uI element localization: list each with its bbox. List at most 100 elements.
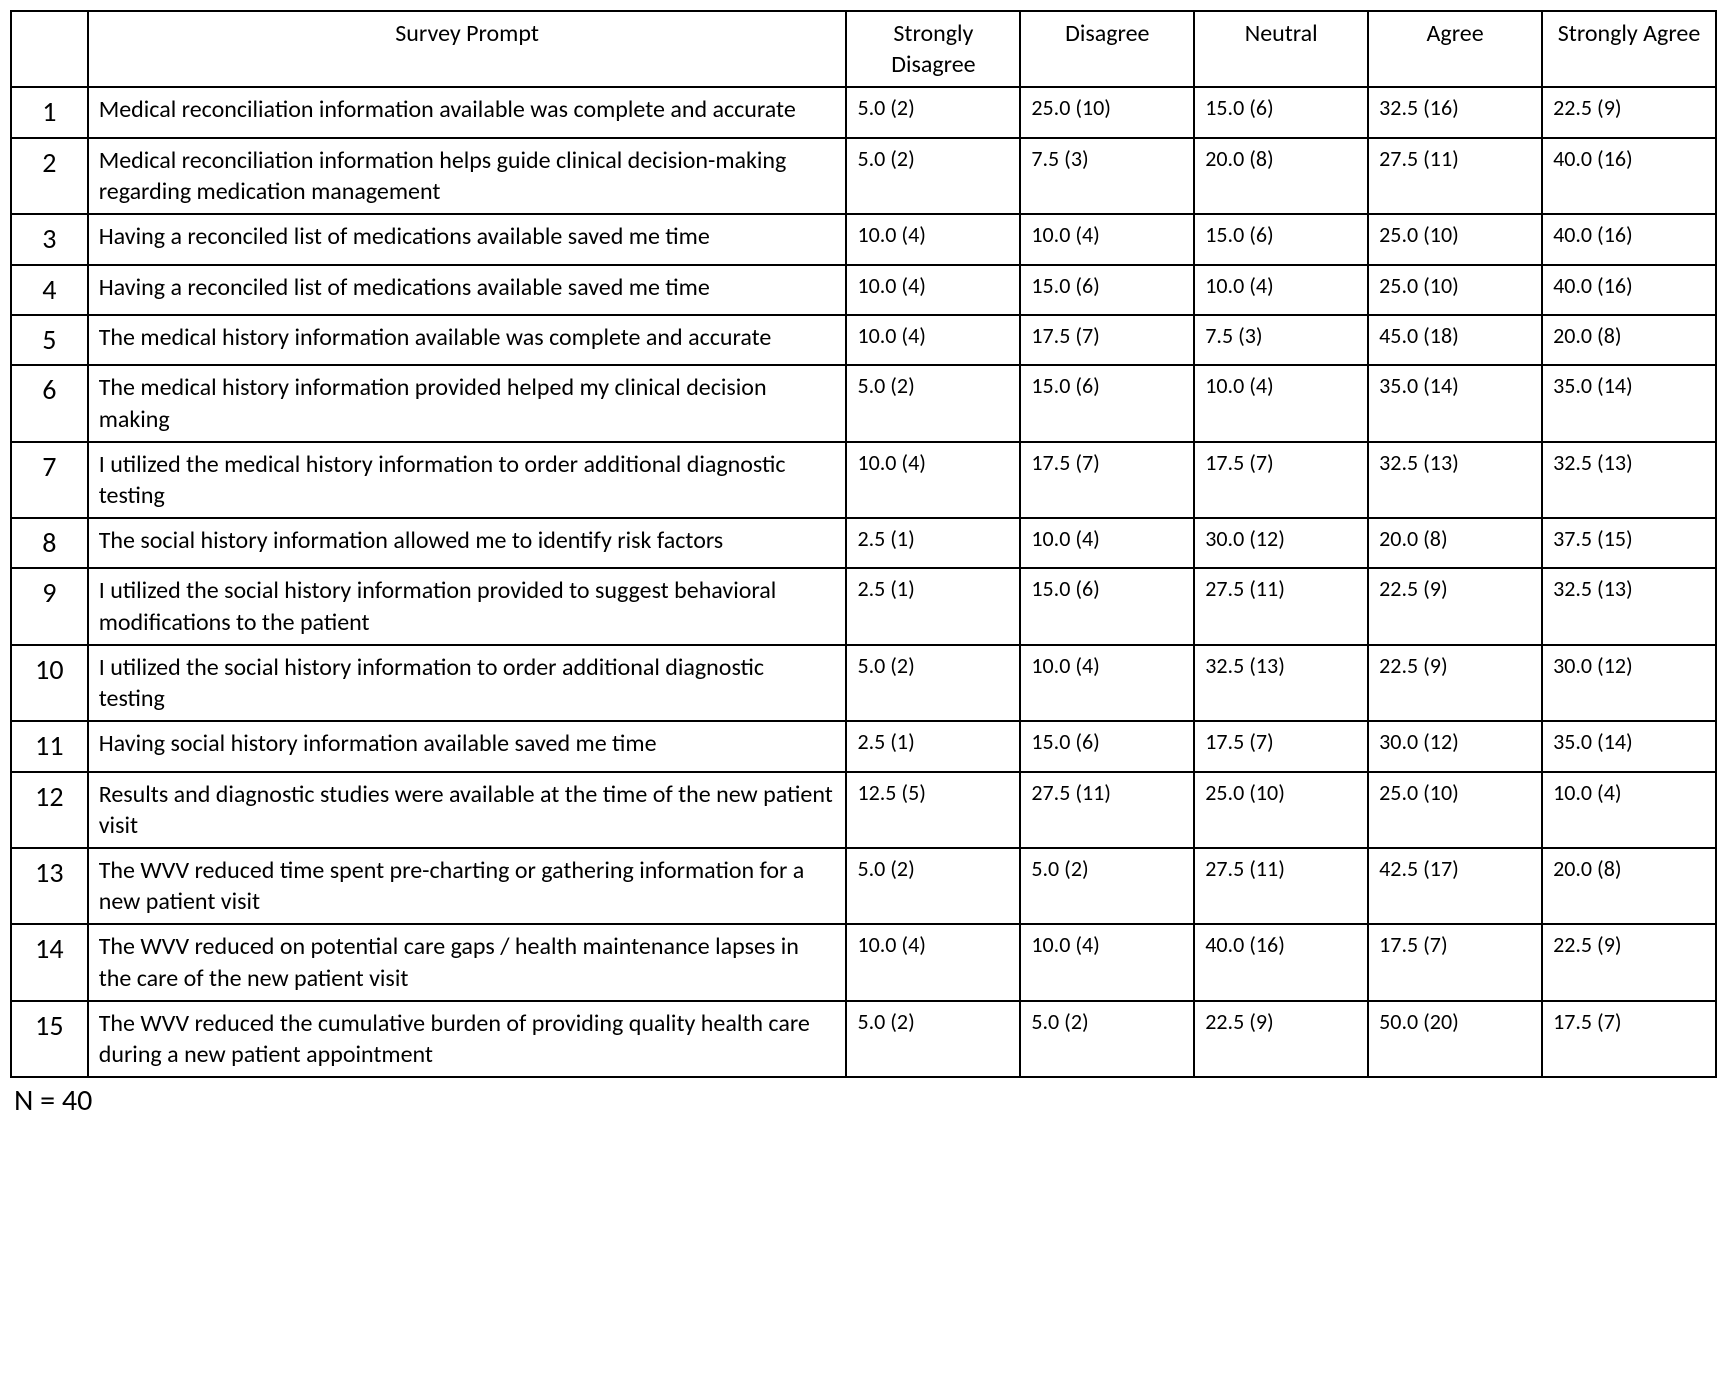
row-prompt: The WVV reduced time spent pre-charting …: [88, 848, 847, 924]
row-value: 32.5 (16): [1368, 87, 1542, 137]
table-row: 15The WVV reduced the cumulative burden …: [11, 1001, 1716, 1077]
col-header-strongly-disagree: Strongly Disagree: [846, 11, 1020, 87]
row-value: 20.0 (8): [1542, 848, 1716, 924]
row-value: 10.0 (4): [846, 214, 1020, 264]
row-value: 10.0 (4): [1020, 645, 1194, 721]
row-value: 20.0 (8): [1542, 315, 1716, 365]
table-row: 9I utilized the social history informati…: [11, 568, 1716, 644]
row-value: 5.0 (2): [846, 87, 1020, 137]
row-value: 12.5 (5): [846, 772, 1020, 848]
row-value: 5.0 (2): [846, 365, 1020, 441]
row-value: 32.5 (13): [1542, 442, 1716, 518]
table-row: 4Having a reconciled list of medications…: [11, 265, 1716, 315]
row-prompt: The medical history information provided…: [88, 365, 847, 441]
col-header-strongly-agree: Strongly Agree: [1542, 11, 1716, 87]
row-value: 30.0 (12): [1194, 518, 1368, 568]
row-value: 35.0 (14): [1368, 365, 1542, 441]
row-value: 2.5 (1): [846, 518, 1020, 568]
table-row: 6The medical history information provide…: [11, 365, 1716, 441]
col-header-agree: Agree: [1368, 11, 1542, 87]
row-value: 42.5 (17): [1368, 848, 1542, 924]
row-value: 30.0 (12): [1368, 721, 1542, 771]
row-value: 5.0 (2): [846, 138, 1020, 214]
row-value: 22.5 (9): [1368, 568, 1542, 644]
row-number: 14: [11, 924, 88, 1000]
row-value: 10.0 (4): [1020, 518, 1194, 568]
row-value: 7.5 (3): [1020, 138, 1194, 214]
row-prompt: The medical history information availabl…: [88, 315, 847, 365]
row-value: 5.0 (2): [1020, 1001, 1194, 1077]
table-row: 12Results and diagnostic studies were av…: [11, 772, 1716, 848]
row-value: 17.5 (7): [1020, 442, 1194, 518]
row-value: 27.5 (11): [1020, 772, 1194, 848]
row-prompt: Having social history information availa…: [88, 721, 847, 771]
row-number: 11: [11, 721, 88, 771]
row-value: 40.0 (16): [1194, 924, 1368, 1000]
row-prompt: I utilized the social history informatio…: [88, 568, 847, 644]
row-value: 15.0 (6): [1020, 365, 1194, 441]
row-value: 32.5 (13): [1368, 442, 1542, 518]
row-value: 2.5 (1): [846, 568, 1020, 644]
table-row: 1Medical reconciliation information avai…: [11, 87, 1716, 137]
row-prompt: Medical reconciliation information avail…: [88, 87, 847, 137]
row-number: 12: [11, 772, 88, 848]
row-prompt: Having a reconciled list of medications …: [88, 214, 847, 264]
row-number: 13: [11, 848, 88, 924]
row-value: 27.5 (11): [1368, 138, 1542, 214]
row-number: 5: [11, 315, 88, 365]
row-number: 6: [11, 365, 88, 441]
table-row: 7I utilized the medical history informat…: [11, 442, 1716, 518]
row-value: 27.5 (11): [1194, 568, 1368, 644]
row-value: 10.0 (4): [846, 265, 1020, 315]
row-value: 22.5 (9): [1368, 645, 1542, 721]
row-value: 25.0 (10): [1368, 772, 1542, 848]
row-value: 30.0 (12): [1542, 645, 1716, 721]
row-prompt: Having a reconciled list of medications …: [88, 265, 847, 315]
table-row: 14The WVV reduced on potential care gaps…: [11, 924, 1716, 1000]
table-row: 3Having a reconciled list of medications…: [11, 214, 1716, 264]
row-value: 25.0 (10): [1020, 87, 1194, 137]
row-value: 40.0 (16): [1542, 138, 1716, 214]
row-value: 17.5 (7): [1368, 924, 1542, 1000]
row-value: 27.5 (11): [1194, 848, 1368, 924]
row-number: 10: [11, 645, 88, 721]
row-number: 7: [11, 442, 88, 518]
row-value: 37.5 (15): [1542, 518, 1716, 568]
row-value: 17.5 (7): [1542, 1001, 1716, 1077]
col-header-prompt: Survey Prompt: [88, 11, 847, 87]
table-row: 5The medical history information availab…: [11, 315, 1716, 365]
row-number: 8: [11, 518, 88, 568]
row-value: 22.5 (9): [1542, 924, 1716, 1000]
row-value: 17.5 (7): [1194, 721, 1368, 771]
row-prompt: The WVV reduced on potential care gaps /…: [88, 924, 847, 1000]
col-header-num: [11, 11, 88, 87]
row-prompt: The social history information allowed m…: [88, 518, 847, 568]
row-value: 5.0 (2): [1020, 848, 1194, 924]
row-value: 10.0 (4): [1194, 365, 1368, 441]
table-row: 10I utilized the social history informat…: [11, 645, 1716, 721]
row-value: 45.0 (18): [1368, 315, 1542, 365]
row-value: 35.0 (14): [1542, 365, 1716, 441]
row-value: 15.0 (6): [1194, 87, 1368, 137]
row-prompt: Results and diagnostic studies were avai…: [88, 772, 847, 848]
row-value: 10.0 (4): [846, 442, 1020, 518]
survey-table: Survey Prompt Strongly Disagree Disagree…: [10, 10, 1717, 1078]
row-value: 10.0 (4): [846, 315, 1020, 365]
row-value: 15.0 (6): [1020, 265, 1194, 315]
row-prompt: I utilized the medical history informati…: [88, 442, 847, 518]
row-value: 32.5 (13): [1194, 645, 1368, 721]
table-row: 2Medical reconciliation information help…: [11, 138, 1716, 214]
row-value: 15.0 (6): [1020, 568, 1194, 644]
row-value: 32.5 (13): [1542, 568, 1716, 644]
table-row: 8The social history information allowed …: [11, 518, 1716, 568]
row-value: 40.0 (16): [1542, 265, 1716, 315]
col-header-neutral: Neutral: [1194, 11, 1368, 87]
row-value: 25.0 (10): [1194, 772, 1368, 848]
row-value: 2.5 (1): [846, 721, 1020, 771]
row-prompt: The WVV reduced the cumulative burden of…: [88, 1001, 847, 1077]
row-number: 1: [11, 87, 88, 137]
row-value: 15.0 (6): [1020, 721, 1194, 771]
row-value: 10.0 (4): [1542, 772, 1716, 848]
row-value: 15.0 (6): [1194, 214, 1368, 264]
row-number: 4: [11, 265, 88, 315]
